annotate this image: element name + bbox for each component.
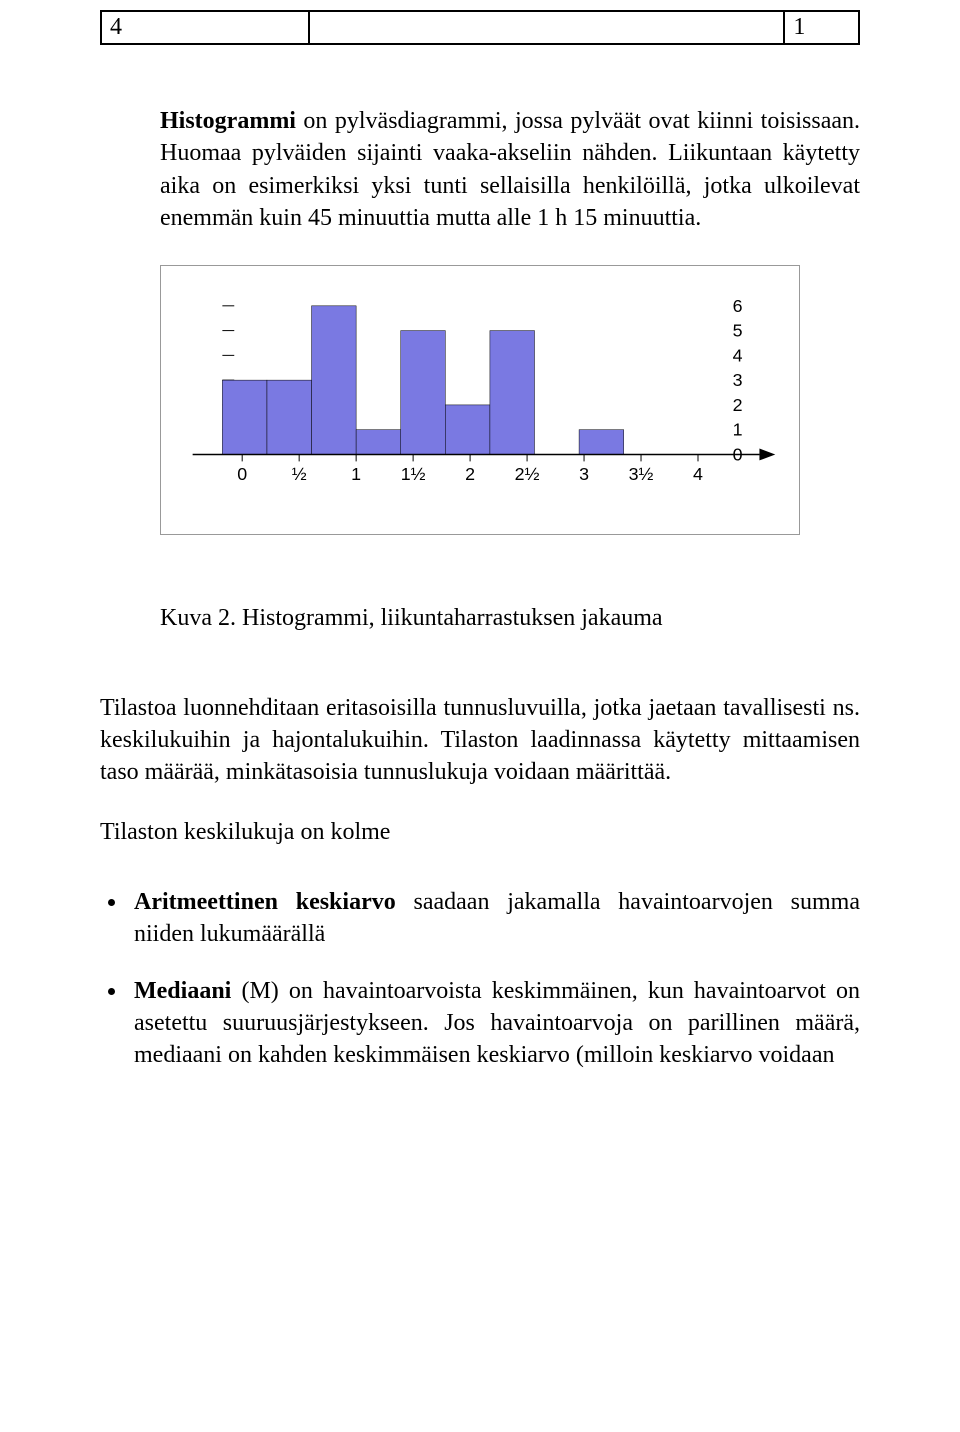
- table-cell-2: [309, 11, 784, 44]
- y-axis-label: 6: [733, 295, 743, 315]
- histogram-bars: [222, 305, 623, 454]
- histogram-bar: [267, 380, 312, 454]
- heading-keskiluvut: Tilaston keskilukuja on kolme: [100, 819, 860, 846]
- histogram-bar: [445, 404, 490, 454]
- table-cell-3: 1: [784, 11, 859, 44]
- table-row: 4 1: [101, 11, 859, 44]
- chart-caption: Kuva 2. Histogrammi, liikuntaharrastukse…: [160, 605, 860, 632]
- histogram-bar: [579, 429, 624, 454]
- x-axis-label: 1: [351, 464, 361, 484]
- y-axis-label: 0: [733, 444, 743, 464]
- x-axis-label: 3: [579, 464, 589, 484]
- histogram-chart-frame: 0 1 2 3 4 5 6 0 ½ 1 1½ 2 2½ 3 3½ 4: [160, 265, 800, 535]
- term-histogrammi: Histogrammi: [160, 108, 296, 134]
- page-container: 4 1 Histogrammi on pylväsdiagrammi, joss…: [0, 10, 960, 1136]
- term-mediaani: Mediaani: [134, 978, 231, 1004]
- y-axis-label: 4: [733, 345, 743, 365]
- paragraph-histogram-intro: Histogrammi on pylväsdiagrammi, jossa py…: [160, 105, 860, 235]
- histogram-bar: [312, 305, 357, 454]
- x-axis-label: 0: [237, 464, 247, 484]
- histogram-bar: [356, 429, 401, 454]
- x-axis-label: ½: [292, 464, 307, 484]
- y-axis-label: 3: [733, 370, 743, 390]
- y-axis-label: 5: [733, 320, 743, 340]
- x-axis-label: 3½: [629, 464, 654, 484]
- x-ticks: 0 ½ 1 1½ 2 2½ 3 3½ 4: [237, 454, 703, 484]
- x-axis-label: 2: [465, 464, 475, 484]
- histogram-bar: [490, 330, 535, 454]
- bullet2-rest: (M) on havaintoarvoista keskimmäinen, ku…: [134, 978, 860, 1069]
- histogram-bar: [401, 330, 446, 454]
- x-axis-label: 4: [693, 464, 703, 484]
- x-axis-arrow-icon: [759, 448, 775, 460]
- term-aritmeettinen: Aritmeettinen keskiarvo: [134, 889, 396, 915]
- paragraph-tunnusluvut: Tilastoa luonnehditaan eritasoisilla tun…: [100, 692, 860, 789]
- histogram-bar: [222, 380, 267, 454]
- y-axis-label: 1: [733, 419, 743, 439]
- y-axis-label: 2: [733, 394, 743, 414]
- list-item: Mediaani (M) on havaintoarvoista keskimm…: [128, 975, 860, 1072]
- keskiluvut-list: Aritmeettinen keskiarvo saadaan jakamall…: [100, 886, 860, 1072]
- x-axis-label: 2½: [515, 464, 540, 484]
- x-axis-label: 1½: [401, 464, 426, 484]
- y-labels: 0 1 2 3 4 5 6: [733, 295, 743, 464]
- list-item: Aritmeettinen keskiarvo saadaan jakamall…: [128, 886, 860, 951]
- table-cell-1: 4: [101, 11, 309, 44]
- histogram-chart: 0 1 2 3 4 5 6 0 ½ 1 1½ 2 2½ 3 3½ 4: [181, 286, 779, 504]
- header-table: 4 1: [100, 10, 860, 45]
